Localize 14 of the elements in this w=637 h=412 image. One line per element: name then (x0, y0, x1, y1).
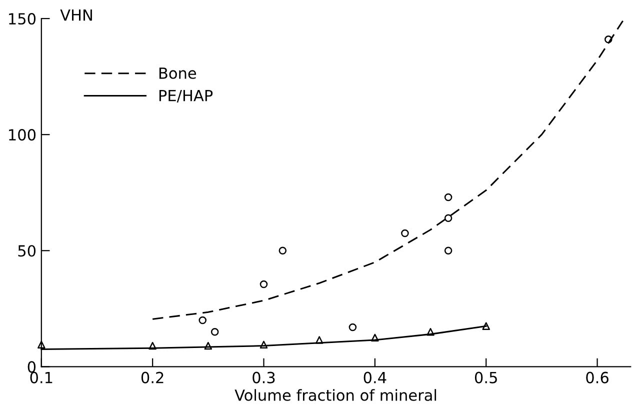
x-tick-label: 0.4 (364, 372, 386, 384)
legend-label: Bone (159, 68, 196, 79)
legend-label: PE/HAP (159, 90, 213, 103)
y-axis-title: VHN (60, 9, 92, 21)
x-tick-label: 0.6 (586, 372, 608, 384)
x-tick-label: 0.3 (252, 372, 275, 384)
x-tick-label: 0.5 (474, 372, 497, 384)
x-tick-label: 0.1 (30, 372, 52, 384)
x-tick-label: 0.2 (141, 372, 164, 384)
y-tick-label: 100 (9, 129, 36, 141)
y-tick-label: 150 (9, 13, 36, 25)
x-axis-title: Volume fraction of mineral (234, 389, 436, 401)
y-tick-label: 0 (28, 361, 36, 373)
y-tick-label: 50 (18, 245, 36, 257)
